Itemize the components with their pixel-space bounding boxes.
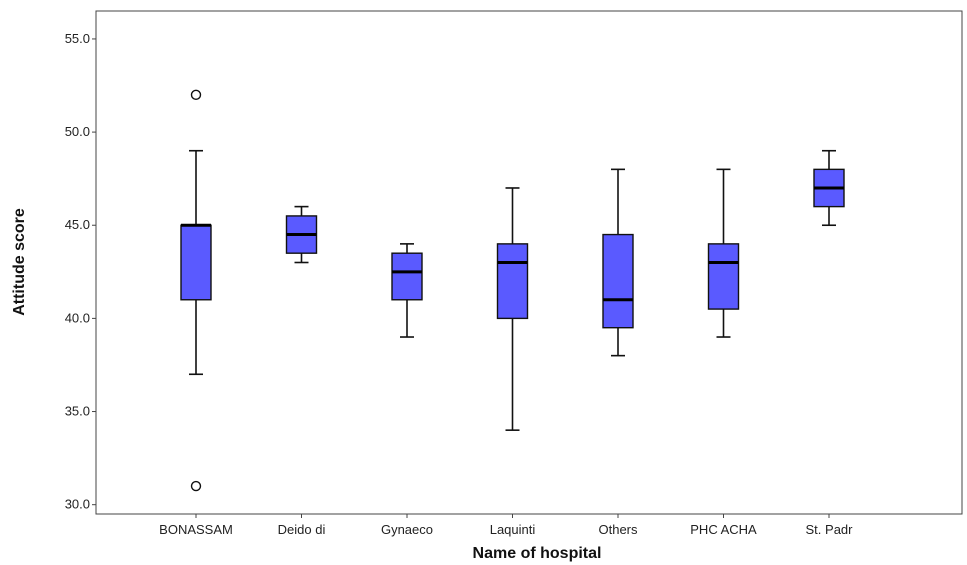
box-group xyxy=(813,149,845,227)
x-tick-label: Gynaeco xyxy=(381,522,433,537)
x-tick-label: Others xyxy=(598,522,638,537)
x-axis-title: Name of hospital xyxy=(473,545,602,562)
box-group xyxy=(602,168,634,357)
plot-frame xyxy=(95,10,963,515)
x-axis: BONASSAM Deido di Gynaeco Laquinti Others PHC… xyxy=(159,514,853,537)
outlier-point xyxy=(190,89,202,101)
y-tick-label: 45.0 xyxy=(65,217,90,232)
box-group xyxy=(707,168,740,338)
x-tick-label: St. Padr xyxy=(806,522,854,537)
y-tick-label: 55.0 xyxy=(65,31,90,46)
box-group xyxy=(285,205,318,264)
box-group xyxy=(391,243,423,338)
y-axis-title: Attitude score xyxy=(11,208,28,316)
x-tick-label: PHC ACHA xyxy=(690,522,757,537)
y-tick-label: 35.0 xyxy=(65,404,90,419)
x-tick-label: Deido di xyxy=(278,522,326,537)
box-group xyxy=(496,187,529,431)
iqr-box xyxy=(180,224,212,301)
iqr-box xyxy=(707,243,740,310)
y-tick-label: 40.0 xyxy=(65,310,90,325)
outlier-point xyxy=(190,480,202,492)
y-axis: 30.0 35.0 40.0 45.0 50.0 55.0 xyxy=(65,31,96,512)
iqr-box xyxy=(602,233,634,329)
boxes-layer xyxy=(180,89,845,492)
y-tick-label: 30.0 xyxy=(65,497,90,512)
x-tick-label: BONASSAM xyxy=(159,522,233,537)
box-group xyxy=(180,89,212,492)
iqr-box xyxy=(391,252,423,301)
y-tick-label: 50.0 xyxy=(65,124,90,139)
iqr-box xyxy=(496,243,529,320)
x-tick-label: Laquinti xyxy=(490,522,536,537)
